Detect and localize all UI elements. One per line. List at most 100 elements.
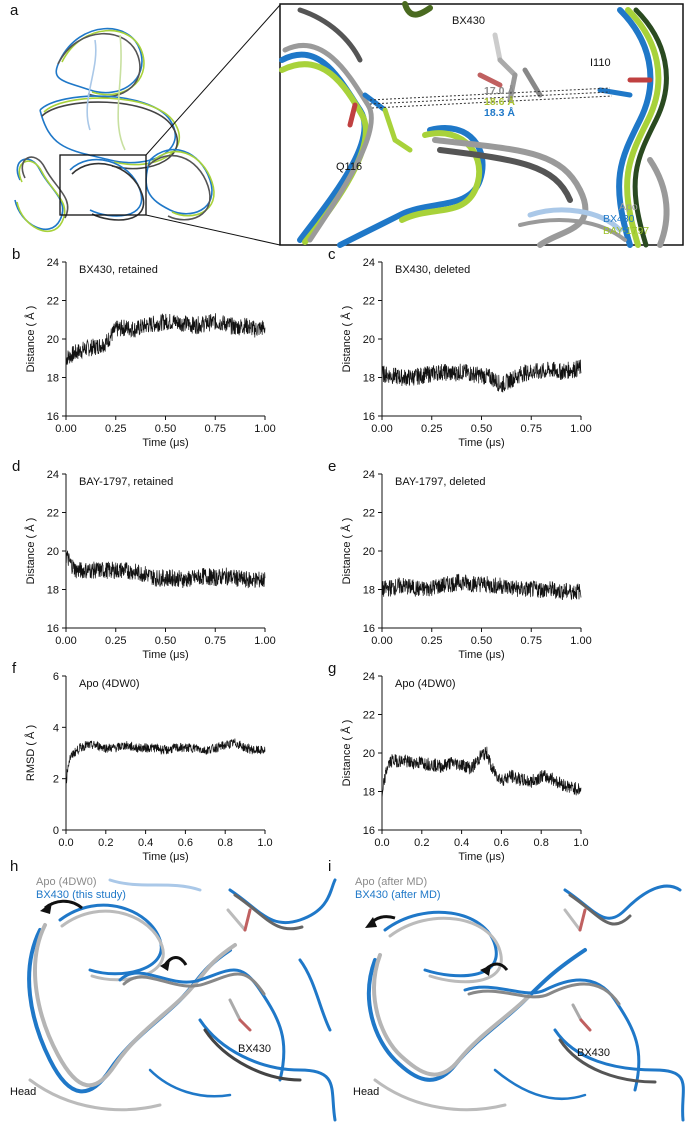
chart-f: 0 2 4 6 0.0 0.2 0.4 0.6 0.8 1.0 Time (μs) RMSD ( Å … [24,671,273,863]
distance-label-bx430: 18.3 Å [484,106,515,119]
chart-title: BAY-1797, deleted [395,476,486,488]
y-tick-label: 24 [47,257,59,269]
y-tick-label: 2 [53,774,59,786]
chart-g: 16 18 20 22 24 0.0 0.2 0.4 0.6 0.8 1.0 Time (μs) Dis… [340,671,589,863]
y-tick-label: 0 [53,825,59,837]
y-tick-label: 22 [47,508,59,520]
x-tick-label: 0.75 [205,635,226,647]
y-tick-label: 16 [363,411,375,423]
series-line [381,359,582,393]
y-tick-label: 24 [47,469,59,481]
x-tick-label: 0.75 [521,635,542,647]
legend-bay-1797: BAY-1797 [603,225,649,237]
panel-label-c: c [328,246,336,263]
panel-label-a: a [10,2,19,19]
y-tick-label: 22 [47,296,59,308]
panel-label-h: h [10,858,19,875]
x-axis-label: Time (μs) [458,851,504,863]
x-tick-label: 0.50 [471,423,492,435]
x-axis-label: Time (μs) [142,649,188,661]
y-tick-label: 24 [363,257,375,269]
x-axis-label: Time (μs) [458,649,504,661]
panel-label-d: d [12,458,21,475]
x-axis-label: Time (μs) [458,437,504,449]
y-tick-label: 18 [363,373,375,385]
y-tick-label: 18 [47,585,59,597]
chart-title: Apo (4DW0) [395,678,456,690]
panel-h-legend-bx430: BX430 (this study) [36,889,126,901]
panel-i-ribbons [366,884,685,1122]
chart-c: 16 18 20 22 24 0.00 0.25 0.50 0.75 1.00 Time (μs) D… [340,257,592,449]
panel-h-arrowhead-1 [40,902,52,914]
y-tick-label: 20 [363,748,375,760]
y-tick-label: 18 [47,373,59,385]
zoom-box [59,154,147,216]
y-tick-label: 22 [363,710,375,722]
x-tick-label: 0.25 [421,635,442,647]
x-tick-label: 0.00 [55,423,76,435]
distance-label-bay: 18.6 Å [484,95,515,108]
panel-label-g: g [328,660,337,677]
panel-label-f: f [12,660,17,677]
y-tick-label: 24 [363,469,375,481]
zoom-ribbons [279,1,670,248]
x-tick-label: 0.8 [534,837,549,849]
zoom-line-top [145,4,281,156]
panel-h-legend-apo: Apo (4DW0) [36,876,97,888]
panel-h-arrowhead-2 [160,960,170,971]
panel-i-legend-bx430: BX430 (after MD) [355,889,441,901]
x-tick-label: 0.25 [105,635,126,647]
panel-a-figure: BX430 I110 Q116 17.0 Å 18.6 Å 18.3 Å Apo… [14,1,684,248]
y-tick-label: 16 [47,623,59,635]
residue-label-i110: I110 [590,57,611,69]
panel-i-figure: Apo (after MD) BX430 (after MD) BX430 He… [353,876,685,1122]
panel-i-arrowhead-1 [365,917,377,928]
distance-lines [369,87,613,109]
x-tick-label: 0.75 [205,423,226,435]
chart-e: 16 18 20 22 24 0.00 0.25 0.50 0.75 1.00 Time (μs) D… [340,469,592,661]
series-line [65,738,266,789]
y-tick-label: 16 [47,411,59,423]
y-axis-label: Distance ( Å ) [340,306,353,373]
x-tick-label: 0.25 [421,423,442,435]
y-axis-label: Distance ( Å ) [340,518,353,585]
y-tick-label: 20 [47,334,59,346]
panel-i-arrowhead-2 [480,965,491,976]
y-tick-label: 16 [363,623,375,635]
chart-d: 16 18 20 22 24 0.00 0.25 0.50 0.75 1.00 Time (μs) D… [24,469,276,661]
x-tick-label: 0.4 [454,837,469,849]
x-tick-label: 0.2 [98,837,113,849]
y-axis-label: Distance ( Å ) [24,518,37,585]
chart-title: Apo (4DW0) [79,678,140,690]
y-tick-label: 6 [53,671,59,683]
legend-apo: Apo [619,201,638,213]
x-tick-label: 0.8 [218,837,233,849]
legend-bx430: BX430 [603,213,635,225]
distance-label-apo: 17.0 Å [484,84,515,97]
y-axis-label: RMSD ( Å ) [24,725,37,781]
x-tick-label: 0.75 [521,423,542,435]
x-tick-label: 1.00 [254,635,275,647]
x-tick-label: 1.0 [257,837,272,849]
x-tick-label: 1.00 [570,635,591,647]
y-tick-label: 24 [363,671,375,683]
x-tick-label: 0.50 [155,423,176,435]
panel-h-ligand-sticks [226,908,252,1032]
series-line [381,746,582,800]
y-tick-label: 22 [363,296,375,308]
x-tick-label: 0.2 [414,837,429,849]
residue-label-q116: Q116 [336,161,362,173]
x-tick-label: 0.50 [471,635,492,647]
x-tick-label: 1.00 [254,423,275,435]
panel-label-b: b [12,246,21,263]
y-tick-label: 4 [53,722,59,734]
panel-label-i: i [328,858,332,875]
x-tick-label: 0.4 [138,837,153,849]
x-axis-label: Time (μs) [142,851,188,863]
x-tick-label: 0.00 [371,635,392,647]
x-tick-label: 0.6 [494,837,509,849]
series-line [65,550,266,589]
overview-protein-ribbon [14,27,215,233]
x-axis-label: Time (μs) [142,437,188,449]
panel-i-ligand-sticks [563,908,592,1032]
